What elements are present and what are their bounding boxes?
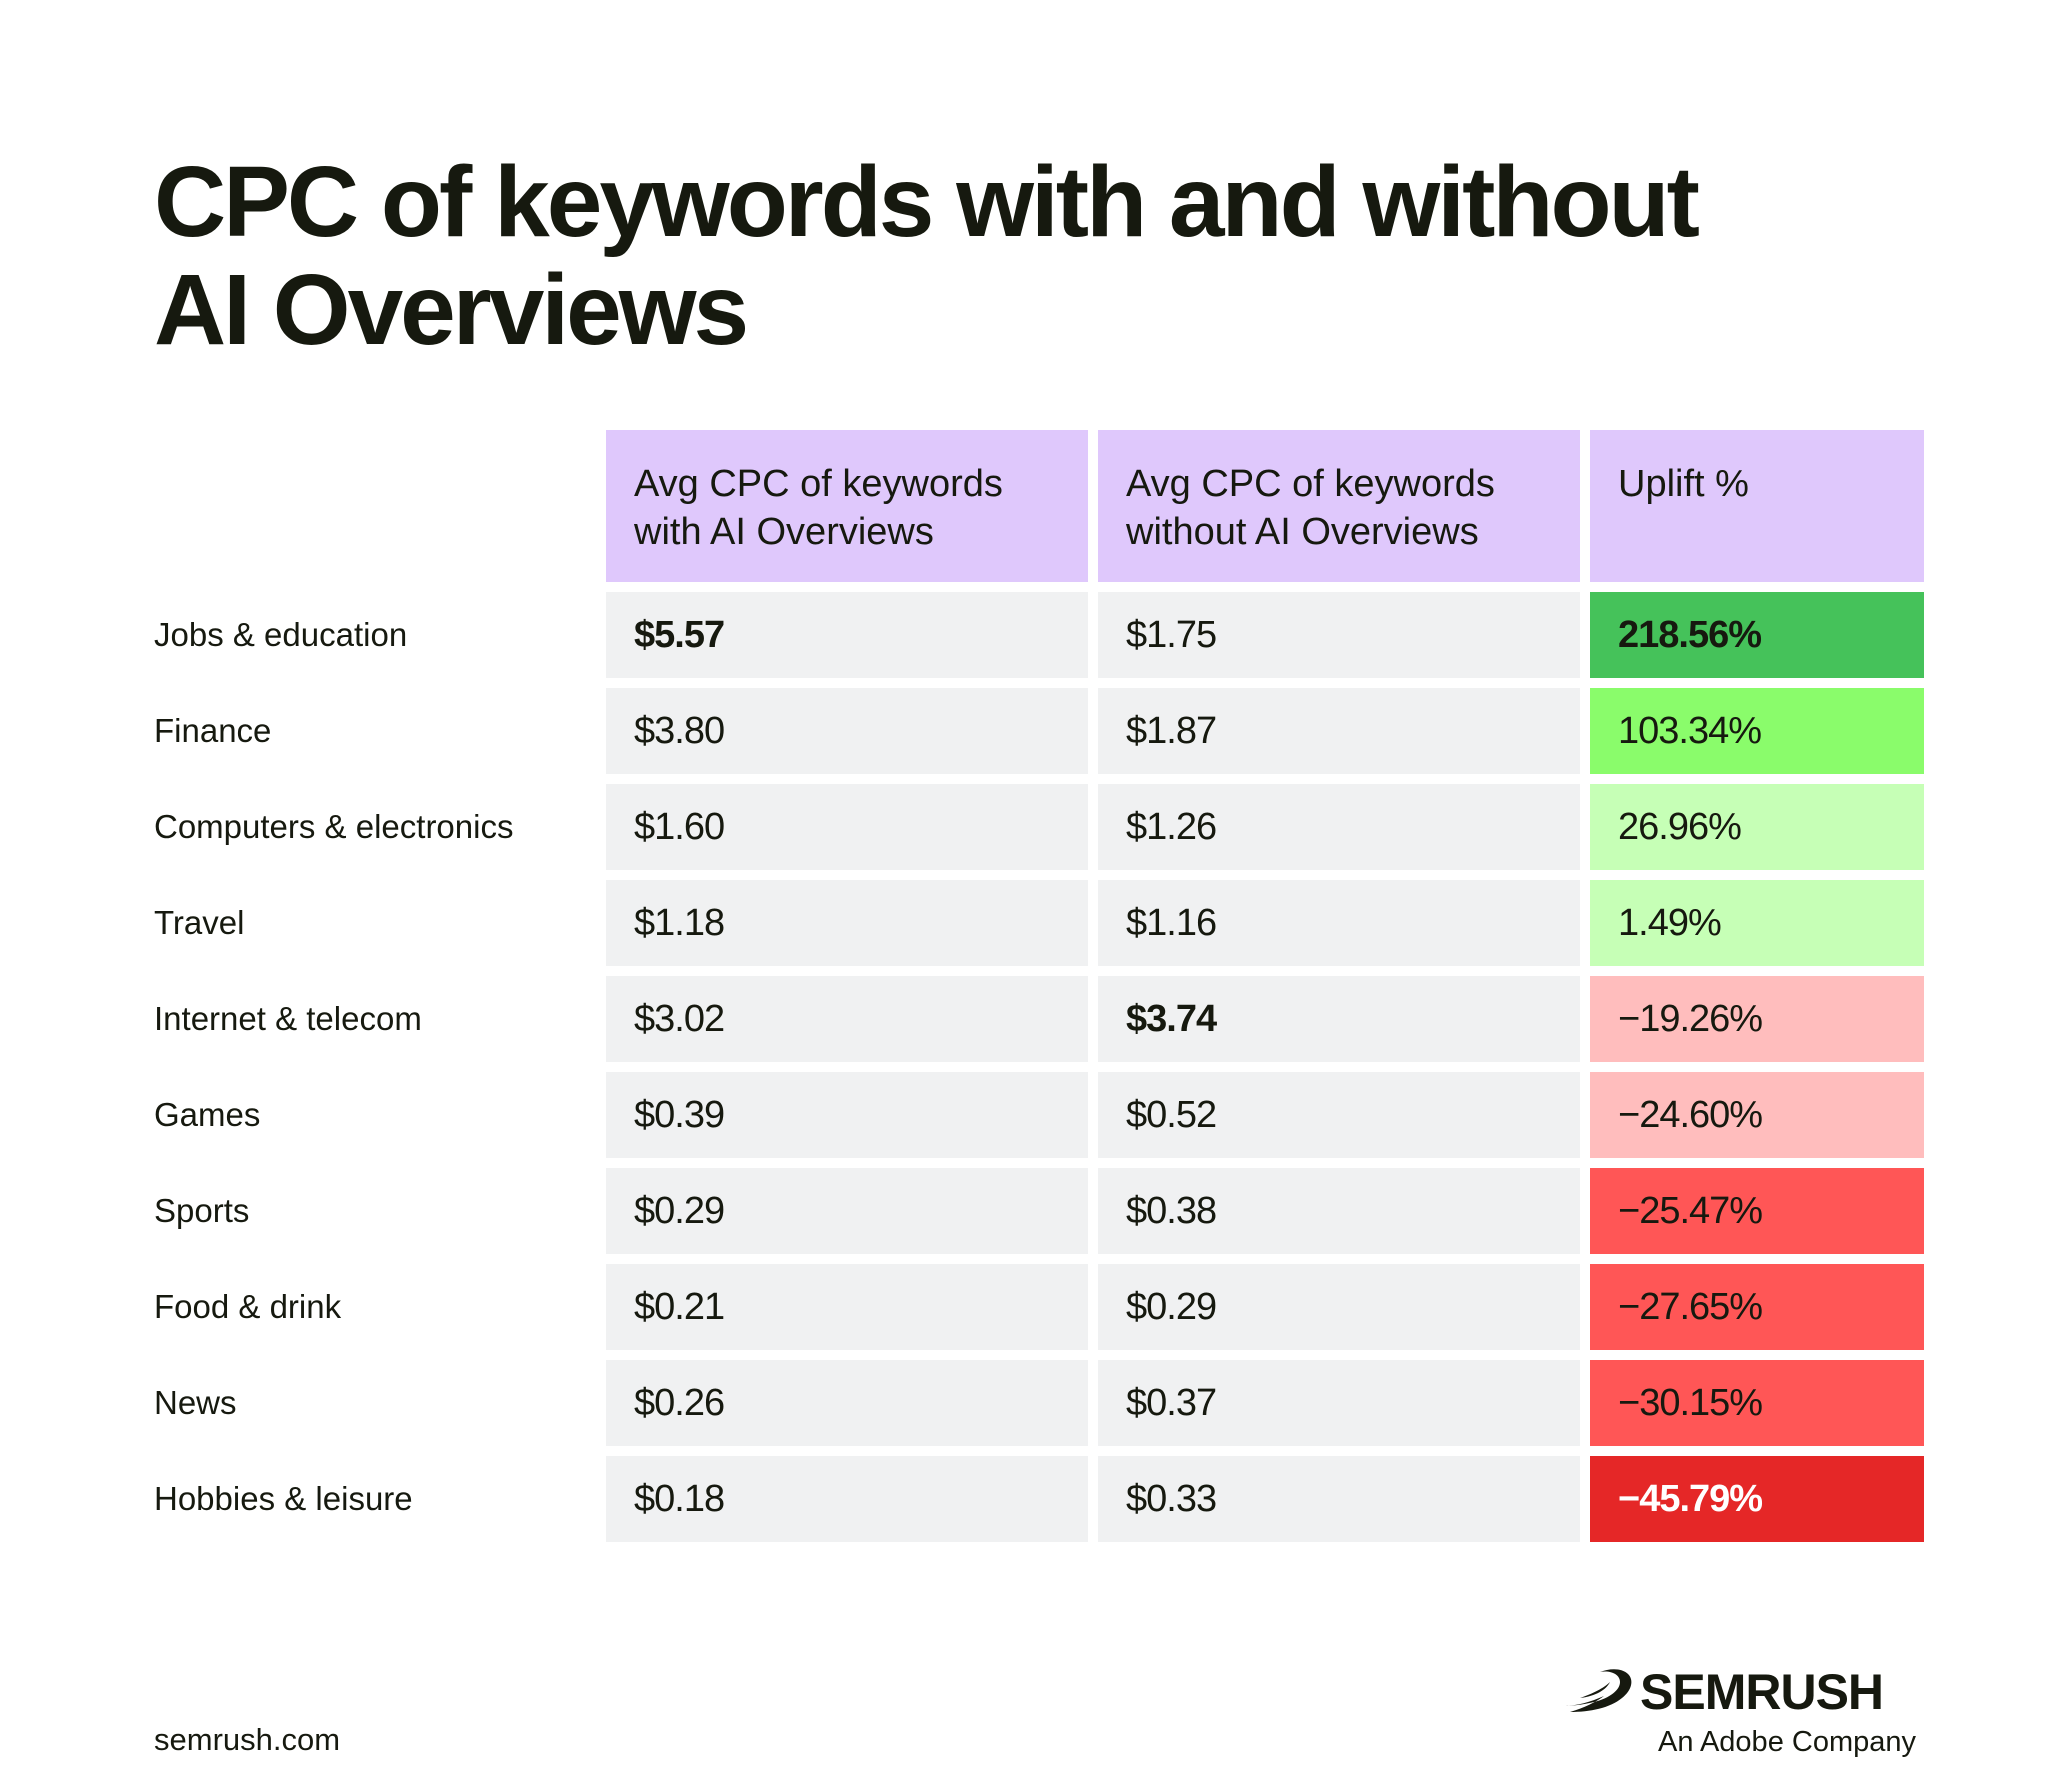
- cell-cpc-with-ai: $0.18: [606, 1456, 1088, 1542]
- cell-uplift: −30.15%: [1590, 1360, 1924, 1446]
- row-category-label: Finance: [154, 712, 272, 749]
- cell-cpc-without-ai: $1.75: [1098, 592, 1580, 678]
- semrush-fireball-icon: [1562, 1669, 1632, 1712]
- cell-cpc-with-ai: $5.57: [606, 592, 1088, 678]
- cell-cpc-without-ai: $0.33: [1098, 1456, 1580, 1542]
- header-uplift: Uplift %: [1590, 430, 1924, 582]
- cell-cpc-with-ai: $0.29: [606, 1168, 1088, 1254]
- header-with-ai-line-2: with AI Overviews: [634, 511, 934, 553]
- header-with-ai-line-1: Avg CPC of keywords: [634, 463, 1003, 505]
- row-category-label: Hobbies & leisure: [154, 1480, 413, 1517]
- cell-cpc-without-ai: $0.37: [1098, 1360, 1580, 1446]
- title-line-2: AI Overviews: [154, 254, 749, 366]
- semrush-logo: SEMRUSH An Adobe Company: [1560, 1664, 1916, 1764]
- cell-uplift: 103.34%: [1590, 688, 1924, 774]
- row-category-label: Internet & telecom: [154, 1000, 422, 1037]
- cell-cpc-without-ai: $0.52: [1098, 1072, 1580, 1158]
- cell-cpc-with-ai: $3.02: [606, 976, 1088, 1062]
- cell-uplift: 218.56%: [1590, 592, 1924, 678]
- title-line-1: CPC of keywords with and without: [154, 146, 1700, 258]
- footer-url: semrush.com: [154, 1722, 341, 1757]
- cell-cpc-without-ai: $1.16: [1098, 880, 1580, 966]
- row-category-label: Games: [154, 1096, 261, 1133]
- row-category-label: Travel: [154, 904, 245, 941]
- header-without-ai-line-1: Avg CPC of keywords: [1126, 463, 1495, 505]
- header-uplift-label: Uplift %: [1618, 463, 1749, 505]
- chart-title: CPC of keywords with and without AI Over…: [154, 148, 1914, 364]
- cell-cpc-with-ai: $0.39: [606, 1072, 1088, 1158]
- header-without-ai: Avg CPC of keywords without AI Overviews: [1098, 430, 1580, 582]
- cell-cpc-with-ai: $1.60: [606, 784, 1088, 870]
- header-corner: [154, 430, 596, 582]
- cell-uplift: 1.49%: [1590, 880, 1924, 966]
- cell-uplift: −27.65%: [1590, 1264, 1924, 1350]
- cell-uplift: −45.79%: [1590, 1456, 1924, 1542]
- row-category-label: News: [154, 1384, 237, 1421]
- cell-cpc-without-ai: $1.87: [1098, 688, 1580, 774]
- cell-uplift: −24.60%: [1590, 1072, 1924, 1158]
- row-category-label: Computers & electronics: [154, 808, 514, 845]
- cell-uplift: −25.47%: [1590, 1168, 1924, 1254]
- header-without-ai-line-2: without AI Overviews: [1126, 511, 1479, 553]
- cell-cpc-with-ai: $3.80: [606, 688, 1088, 774]
- cell-uplift: 26.96%: [1590, 784, 1924, 870]
- cell-cpc-without-ai: $1.26: [1098, 784, 1580, 870]
- cell-cpc-with-ai: $0.21: [606, 1264, 1088, 1350]
- cell-cpc-with-ai: $1.18: [606, 880, 1088, 966]
- cell-cpc-without-ai: $0.29: [1098, 1264, 1580, 1350]
- row-category-label: Food & drink: [154, 1288, 342, 1325]
- row-category-label: Jobs & education: [154, 616, 408, 653]
- cell-cpc-without-ai: $0.38: [1098, 1168, 1580, 1254]
- cell-cpc-without-ai: $3.74: [1098, 976, 1580, 1062]
- cell-cpc-with-ai: $0.26: [606, 1360, 1088, 1446]
- row-category-label: Sports: [154, 1192, 250, 1229]
- cpc-table: Avg CPC of keywords with AI Overviews Av…: [154, 430, 1924, 1542]
- brand-wordmark: SEMRUSH: [1640, 1664, 1884, 1720]
- header-with-ai: Avg CPC of keywords with AI Overviews: [606, 430, 1088, 582]
- brand-tagline: An Adobe Company: [1658, 1726, 1916, 1758]
- cell-uplift: −19.26%: [1590, 976, 1924, 1062]
